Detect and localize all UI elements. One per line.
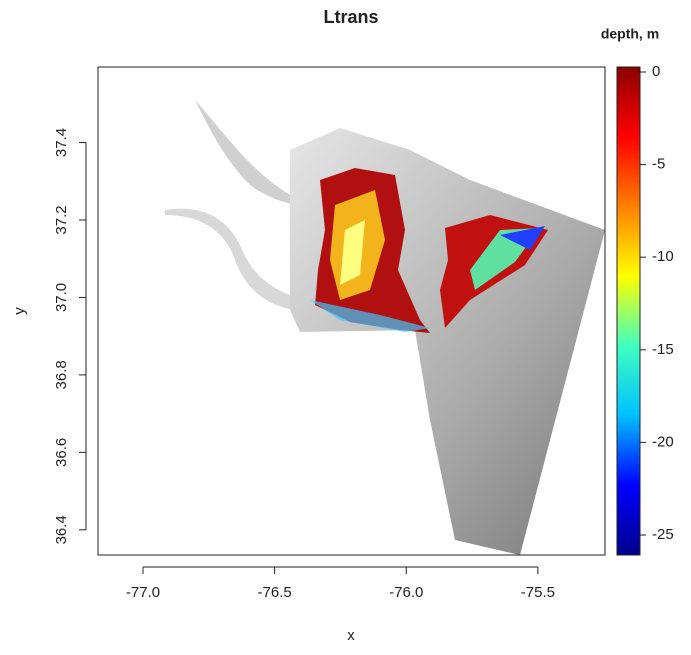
y-tick-label: 37.0 [53, 283, 70, 312]
y-tick-label: 36.8 [53, 360, 70, 389]
x-tick-label: -76.0 [389, 584, 423, 601]
y-tick-label: 36.4 [53, 515, 70, 544]
y-tick-label: 36.6 [53, 438, 70, 467]
x-tick-label: -76.5 [258, 584, 292, 601]
y-axis-label: y [11, 307, 28, 315]
colorbar-tick-label: -10 [652, 248, 674, 265]
x-axis-label: x [347, 627, 355, 644]
colorbar-tick-label: -15 [652, 341, 674, 358]
colorbar-title: depth, m [601, 26, 659, 42]
chart-title: Ltrans [323, 7, 378, 27]
x-tick-label: -77.0 [126, 584, 160, 601]
colorbar-tick-label: -5 [652, 156, 665, 173]
particle-depths [310, 168, 548, 333]
plot-frame [97, 66, 606, 556]
colorbar-tick-label: -25 [652, 526, 674, 543]
y-tick-label: 37.2 [53, 205, 70, 234]
y-tick-label: 37.4 [53, 128, 70, 157]
colorbar [616, 66, 641, 556]
x-tick-label: -75.5 [521, 584, 555, 601]
colorbar-tick-label: -20 [652, 433, 674, 450]
colorbar-tick-label: 0 [652, 63, 660, 80]
